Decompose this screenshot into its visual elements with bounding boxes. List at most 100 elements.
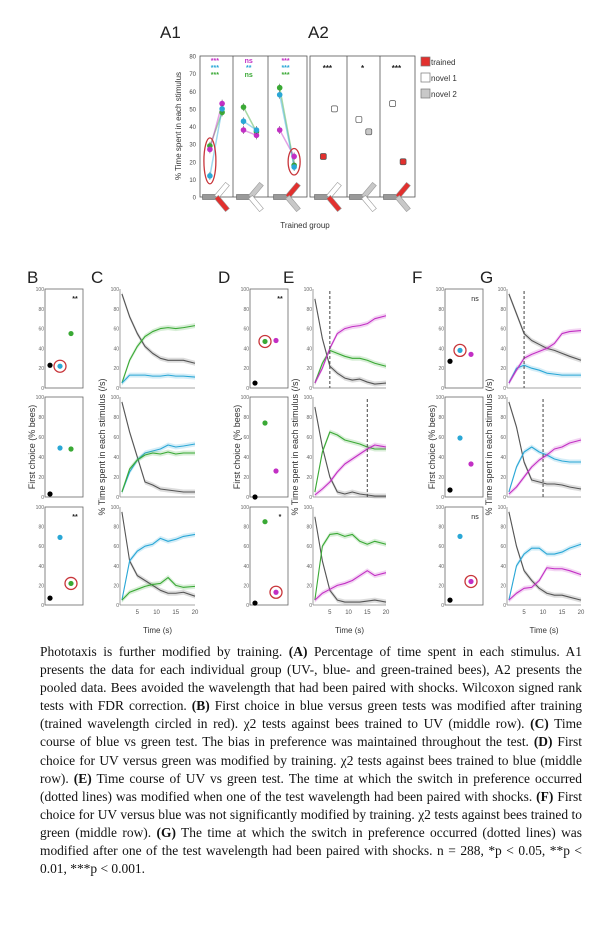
series-line-gray xyxy=(508,293,582,361)
significance-label: ** xyxy=(246,65,252,72)
x-axis-label: Time (s) xyxy=(335,626,364,635)
series-line-blue xyxy=(508,446,581,493)
series-connector xyxy=(278,87,295,166)
plot-frame xyxy=(444,396,484,498)
trained-highlight-circle xyxy=(203,137,217,185)
series-line-magenta xyxy=(508,439,582,495)
error-band xyxy=(508,541,581,603)
y-tick-label: 60 xyxy=(438,435,444,441)
data-point xyxy=(240,127,247,133)
series-line-magenta xyxy=(314,444,387,496)
y-tick-label: 100 xyxy=(241,395,250,401)
maze-arm-lower xyxy=(214,194,230,213)
significance-label: *** xyxy=(211,58,219,65)
y-tick-label: 100 xyxy=(498,395,507,401)
panel-label-d: D xyxy=(218,268,230,287)
panel-label-f: F xyxy=(412,268,422,287)
data-point xyxy=(468,461,474,467)
error-band xyxy=(508,437,581,497)
significance-label: ns xyxy=(471,514,479,521)
legend-label: trained xyxy=(431,58,455,67)
trained-highlight-circle xyxy=(64,576,78,591)
series-line-gray xyxy=(121,511,196,597)
x-tick-label: 5 xyxy=(522,610,526,616)
data-point xyxy=(468,578,474,585)
series-line-magenta xyxy=(508,330,582,384)
y-tick-label: 40 xyxy=(438,564,444,570)
y-tick-label: 100 xyxy=(36,287,45,293)
y-tick-label: 0 xyxy=(503,386,506,392)
series-line-green xyxy=(121,577,196,601)
y-tick-label: 80 xyxy=(438,525,444,531)
trained-highlight-circle xyxy=(269,585,283,599)
y-tick-label: 80 xyxy=(38,307,44,313)
significance-label: ** xyxy=(72,514,78,521)
panel-label-e: E xyxy=(283,268,294,287)
y-tick-label: 0 xyxy=(41,603,44,609)
caption-panel-ref: (C) xyxy=(530,716,549,732)
series-connector xyxy=(278,94,295,168)
maze-icon xyxy=(202,181,230,213)
y-tick-label: 80 xyxy=(113,415,119,421)
maze-arm-upper xyxy=(285,181,301,200)
y-tick-label: 30 xyxy=(189,143,196,149)
error-band xyxy=(121,372,195,386)
y-tick-label: 80 xyxy=(500,525,506,531)
caption-text: Time course of UV vs green test. The tim… xyxy=(40,770,582,804)
y-tick-label: 80 xyxy=(243,307,249,313)
y-tick-label: 60 xyxy=(243,435,249,441)
y-tick-label: 40 xyxy=(38,346,44,352)
significance-label: ns xyxy=(471,296,479,303)
y-tick-label: 80 xyxy=(38,525,44,531)
x-tick-label: 10 xyxy=(345,610,352,616)
y-tick-label: 60 xyxy=(243,327,249,333)
y-tick-label: 0 xyxy=(503,603,506,609)
data-point xyxy=(253,127,260,133)
series-line-magenta xyxy=(314,315,387,384)
series-line-green xyxy=(314,532,387,601)
data-point xyxy=(57,445,63,451)
y-tick-label: 80 xyxy=(306,415,312,421)
maze-arm-lower xyxy=(326,194,342,213)
x-axis-label: Trained group xyxy=(280,221,330,230)
y-tick-label: 40 xyxy=(243,455,249,461)
caption-text: Phototaxis is further modified by traini… xyxy=(40,644,289,659)
x-tick-label: 20 xyxy=(578,610,585,616)
y-tick-label: 100 xyxy=(36,505,45,511)
y-tick-label: 40 xyxy=(243,346,249,352)
series-line-green xyxy=(314,431,386,493)
plot-frame xyxy=(44,396,84,498)
y-axis-label: First choice (% bees) xyxy=(427,405,437,490)
trained-highlight-circle xyxy=(453,343,467,358)
y-tick-label: 40 xyxy=(243,564,249,570)
y-tick-label: 40 xyxy=(113,346,119,352)
y-tick-label: 20 xyxy=(306,583,312,589)
data-point xyxy=(273,468,279,474)
y-tick-label: 20 xyxy=(438,475,444,481)
panel-label-b: B xyxy=(27,268,38,287)
y-tick-label: 60 xyxy=(500,327,506,333)
y-axis-label: First choice (% bees) xyxy=(232,405,242,490)
data-point xyxy=(457,533,463,540)
y-tick-label: 20 xyxy=(306,366,312,372)
plot-frame xyxy=(249,288,289,389)
legend-swatch xyxy=(420,72,431,83)
y-tick-label: 40 xyxy=(500,455,506,461)
y-tick-label: 60 xyxy=(500,544,506,550)
caption-panel-ref: (D) xyxy=(533,734,553,750)
series-connector xyxy=(209,108,223,176)
significance-label: ns xyxy=(245,72,253,79)
data-point xyxy=(68,580,74,587)
y-tick-label: 0 xyxy=(309,603,312,609)
legend-swatch xyxy=(420,56,431,67)
y-axis-label: % Time spent in each stimulus (/s) xyxy=(97,378,107,515)
series-connector xyxy=(242,106,258,133)
x-tick-label: 10 xyxy=(540,610,547,616)
legend-swatch xyxy=(420,88,431,99)
series-line-blue xyxy=(121,443,196,493)
x-tick-label: 15 xyxy=(172,610,179,616)
maze-icon xyxy=(236,181,264,213)
maze-icon xyxy=(349,181,377,213)
panel-label-g: G xyxy=(480,268,493,287)
